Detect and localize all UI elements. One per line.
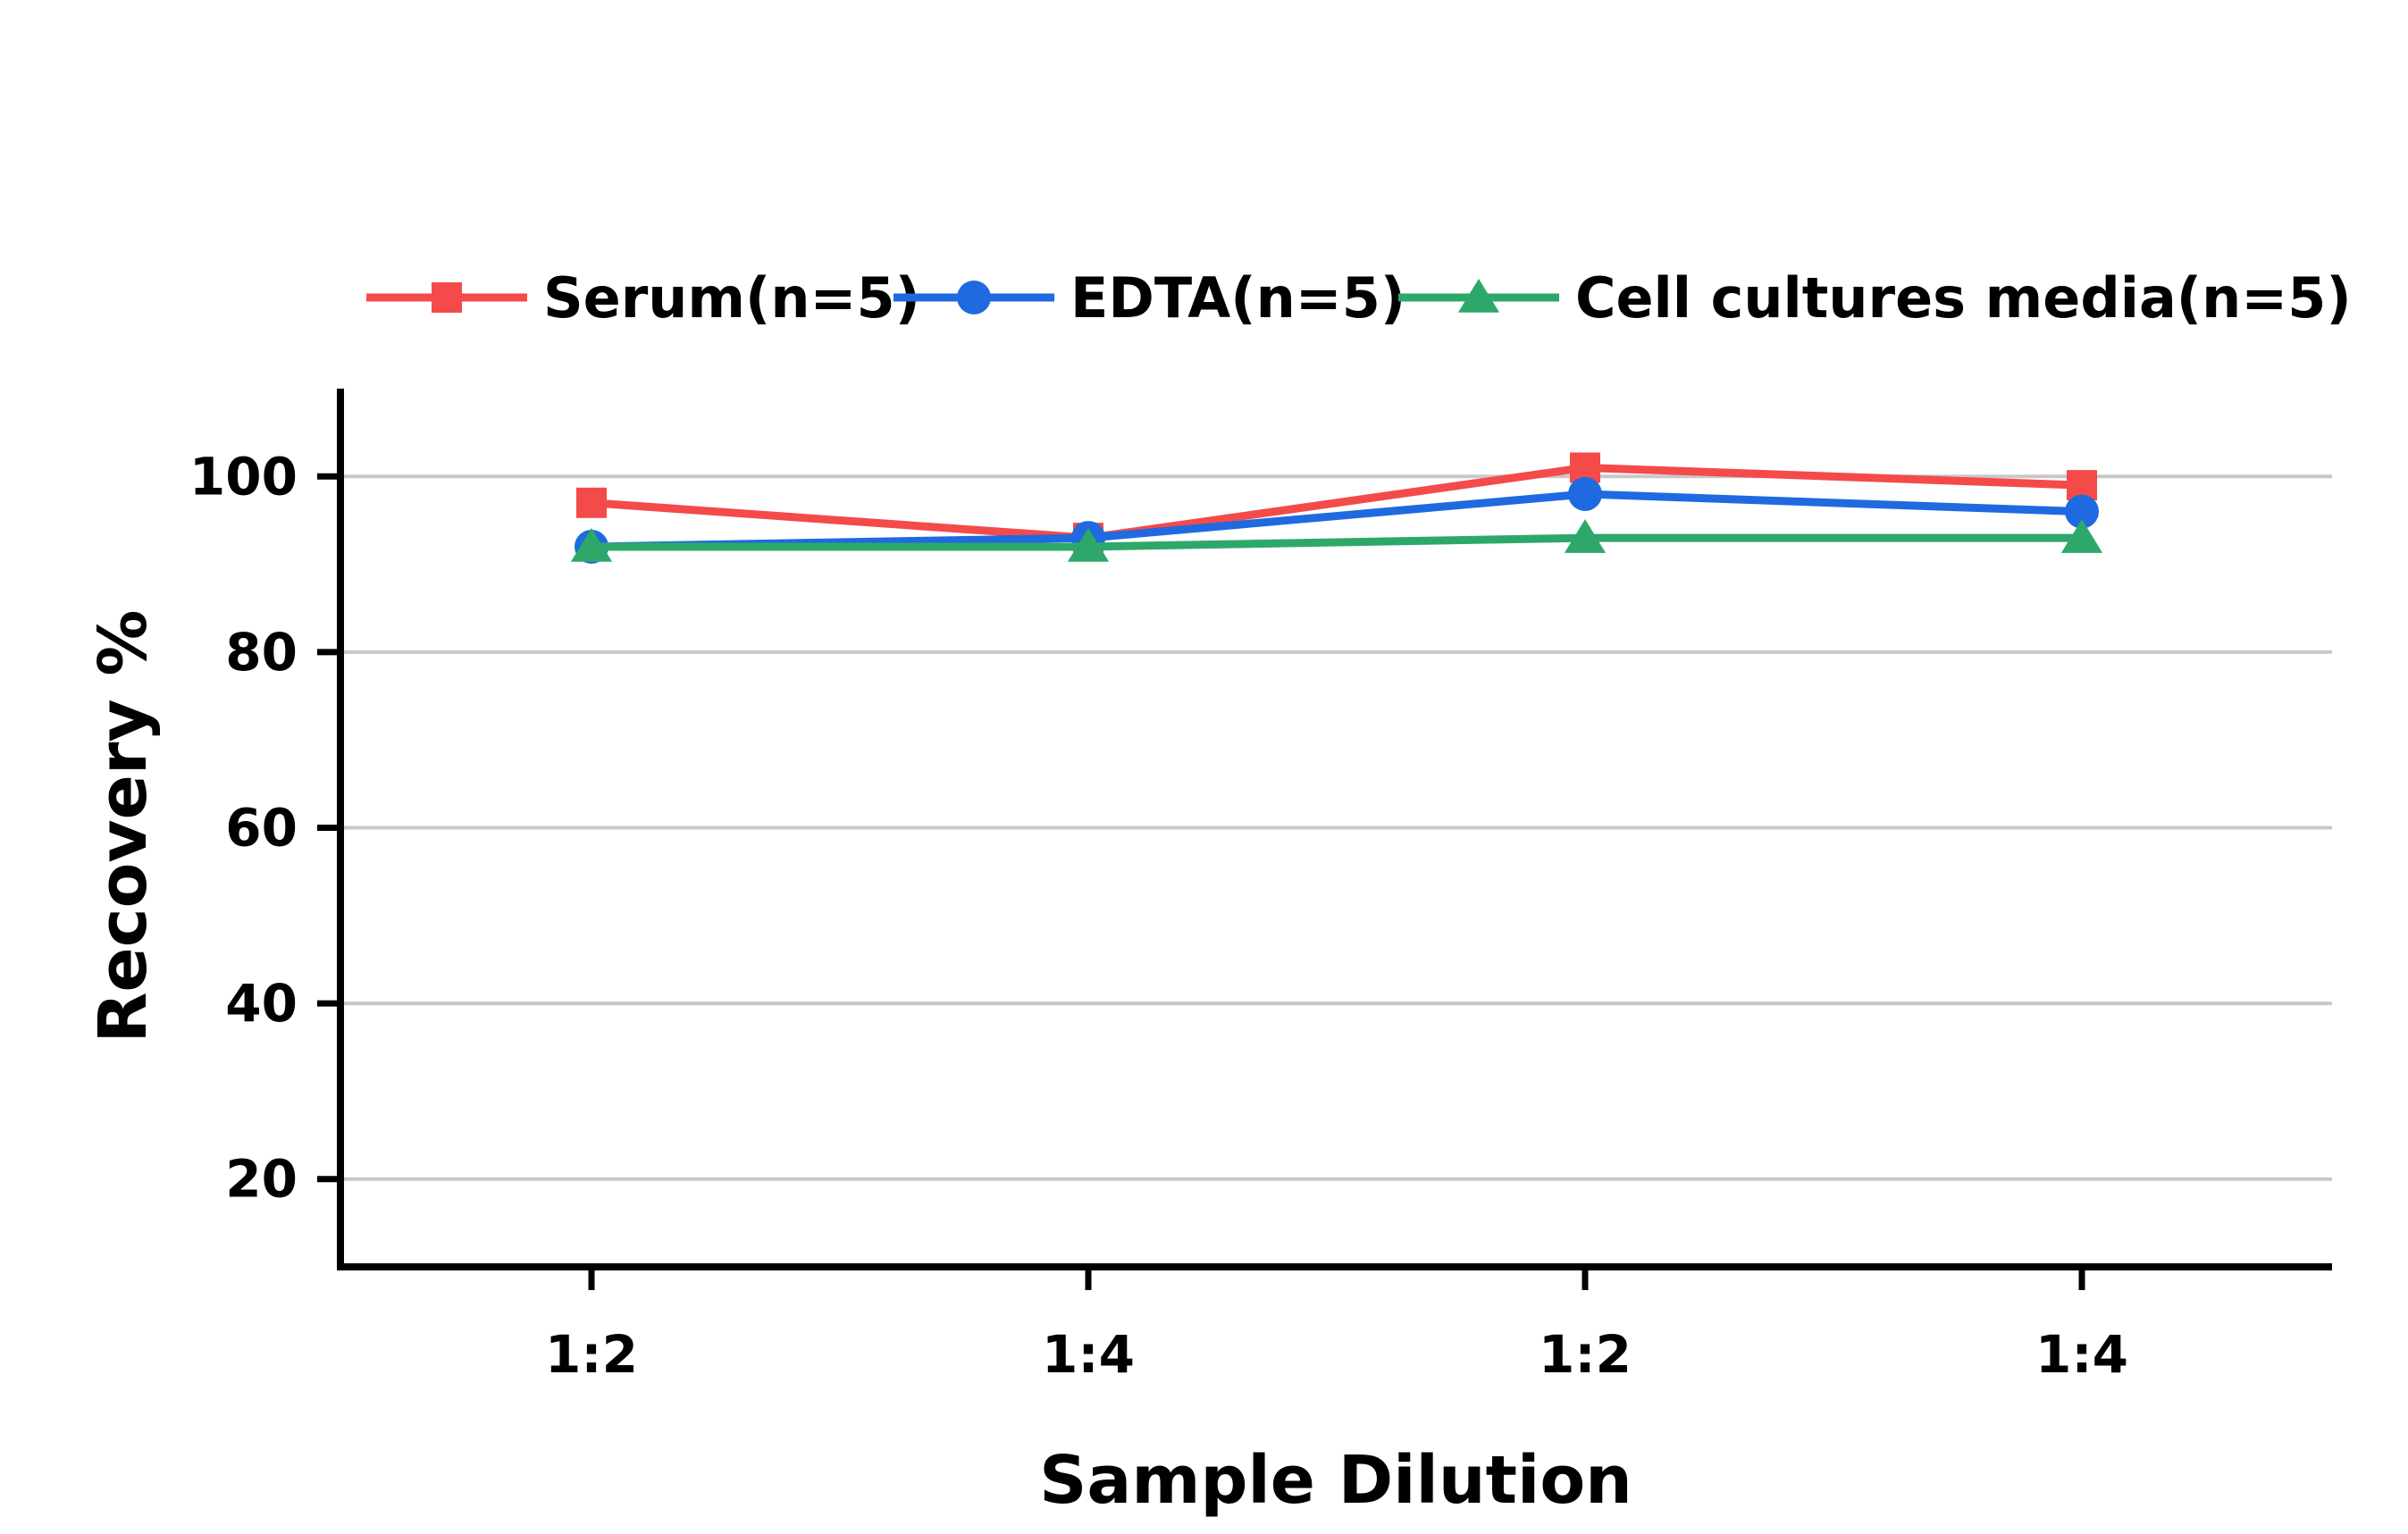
- data-point-0-0: [576, 487, 607, 518]
- data-point-1-3: [2065, 494, 2099, 529]
- series-line-1: [591, 490, 2083, 551]
- x-tick-label: 1:2: [545, 1324, 638, 1385]
- x-axis-label: Sample Dilution: [1039, 1442, 1632, 1519]
- legend-label: Serum(n=5): [543, 265, 920, 331]
- x-tick-label: 1:4: [1042, 1324, 1135, 1385]
- legend-label: Cell cultures media(n=5): [1575, 265, 2352, 331]
- legend-item-2: Cell cultures media(n=5): [1398, 265, 2352, 331]
- data-point-2-3: [2060, 519, 2103, 553]
- legend-marker-2: [1457, 279, 1500, 313]
- data-point-2-0: [570, 527, 613, 562]
- y-tick-label: 60: [225, 798, 298, 859]
- legend-item-1: EDTA(n=5): [894, 265, 1405, 331]
- series-line-0: [591, 463, 2083, 542]
- data-point-2-2: [1564, 519, 1607, 553]
- ticks: 20 40 60 80 100 1:2 1:4 1:2 1:4: [189, 446, 2128, 1385]
- y-tick-label: 40: [225, 973, 298, 1034]
- y-tick-label: 80: [225, 622, 298, 683]
- y-tick-label: 20: [225, 1149, 298, 1210]
- x-tick-label: 1:2: [1539, 1324, 1632, 1385]
- series-2: [570, 519, 2103, 562]
- legend-marker-1: [957, 281, 991, 314]
- series-line-2: [592, 533, 2082, 551]
- y-axis-label: Recovery %: [85, 610, 162, 1044]
- data-point-2-1: [1067, 527, 1110, 562]
- y-tick-label: 100: [189, 446, 298, 507]
- grid-lines: [340, 474, 2332, 1181]
- data-point-1-2: [1568, 476, 1602, 511]
- legend: Serum(n=5) EDTA(n=5) Cell cultures media(n…: [366, 265, 2352, 331]
- legend-marker-0: [432, 282, 462, 313]
- legend-label: EDTA(n=5): [1070, 265, 1405, 331]
- x-tick-label: 1:4: [2035, 1324, 2128, 1385]
- series-layer: [570, 452, 2103, 564]
- legend-item-0: Serum(n=5): [366, 265, 920, 331]
